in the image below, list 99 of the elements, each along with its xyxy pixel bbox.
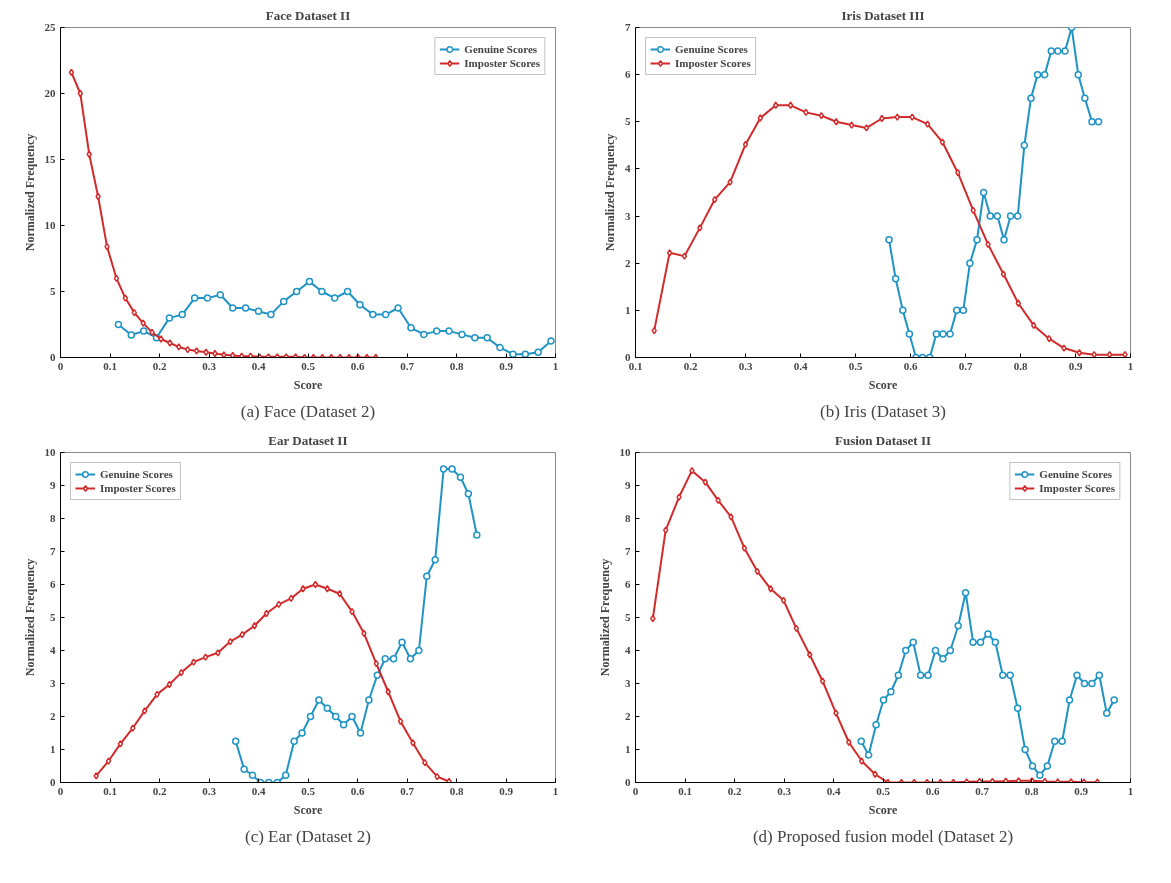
x-axis-title: Score bbox=[868, 377, 898, 392]
x-tick-label: 0.8 bbox=[449, 784, 464, 797]
x-tick-label: 0.6 bbox=[350, 359, 365, 372]
x-tick-label: 0.5 bbox=[301, 359, 316, 372]
x-tick-label: 0.4 bbox=[793, 359, 808, 372]
x-tick-label: 0.1 bbox=[103, 784, 117, 797]
chart-title: Fusion Dataset II bbox=[834, 432, 932, 448]
y-axis-title: Normalized Frequency bbox=[22, 558, 37, 677]
y-tick-label: 8 bbox=[625, 512, 631, 524]
x-tick-label: 0.2 bbox=[683, 359, 698, 372]
y-tick-label: 0 bbox=[50, 351, 56, 363]
chart-title: Face Dataset II bbox=[265, 7, 351, 23]
y-tick-label: 6 bbox=[625, 578, 631, 590]
y-axis-title: Normalized Frequency bbox=[597, 558, 612, 677]
legend-label: Imposter Scores bbox=[464, 56, 540, 70]
x-tick-label: 0.8 bbox=[1024, 784, 1039, 797]
y-tick-label: 1 bbox=[625, 743, 631, 755]
y-tick-label: 10 bbox=[44, 446, 56, 458]
y-tick-label: 25 bbox=[44, 21, 56, 33]
y-tick-label: 10 bbox=[619, 446, 631, 458]
y-tick-label: 2 bbox=[625, 256, 631, 269]
y-tick-label: 9 bbox=[50, 479, 56, 491]
y-axis-title: Normalized Frequency bbox=[603, 133, 617, 252]
y-tick-label: 6 bbox=[625, 68, 631, 81]
x-tick-label: 0.2 bbox=[152, 784, 167, 797]
x-tick-label: 1 bbox=[1127, 784, 1134, 797]
x-tick-label: 0.7 bbox=[975, 784, 990, 797]
y-tick-label: 4 bbox=[625, 644, 631, 656]
x-tick-label: 0.9 bbox=[499, 359, 514, 372]
x-tick-label: 0.8 bbox=[1013, 359, 1028, 372]
legend-label: Genuine Scores bbox=[100, 467, 173, 481]
text: (b) Iris (Dataset 3) bbox=[819, 401, 947, 421]
x-tick-label: 0.2 bbox=[152, 359, 167, 372]
y-tick-label: 5 bbox=[50, 611, 56, 623]
x-tick-label: 0.5 bbox=[301, 784, 316, 797]
legend-label: Genuine Scores bbox=[464, 42, 538, 56]
x-tick-label: 0.7 bbox=[400, 359, 415, 372]
x-tick-label: 0.1 bbox=[678, 784, 692, 797]
y-tick-label: 7 bbox=[625, 21, 631, 33]
y-tick-label: 1 bbox=[625, 303, 631, 316]
x-tick-label: 0.3 bbox=[738, 359, 753, 372]
x-tick-label: 0.9 bbox=[499, 784, 514, 797]
x-tick-label: 1 bbox=[1127, 359, 1134, 372]
legend-label: Imposter Scores bbox=[675, 56, 751, 70]
y-tick-label: 6 bbox=[50, 578, 56, 590]
text: (d) Proposed fusion model (Dataset 2) bbox=[752, 826, 1014, 846]
x-tick-label: 0.5 bbox=[848, 359, 863, 372]
x-tick-label: 0.9 bbox=[1074, 784, 1089, 797]
x-tick-label: 0.7 bbox=[958, 359, 973, 372]
y-tick-label: 0 bbox=[625, 776, 631, 788]
text: (c) Ear (Dataset 2) bbox=[245, 826, 372, 846]
x-tick-label: 0.6 bbox=[350, 784, 365, 797]
y-tick-label: 15 bbox=[44, 153, 56, 165]
y-tick-label: 7 bbox=[50, 545, 56, 557]
y-tick-label: 4 bbox=[50, 644, 56, 656]
x-tick-label: 0.1 bbox=[103, 359, 117, 372]
y-axis-title: Normalized Frequency bbox=[22, 133, 37, 252]
y-tick-label: 5 bbox=[50, 285, 56, 297]
y-tick-label: 5 bbox=[625, 115, 631, 128]
x-tick-label: 0.9 bbox=[1068, 359, 1083, 372]
x-axis-title: Score bbox=[868, 802, 898, 817]
x-tick-label: 0.2 bbox=[727, 784, 742, 797]
x-tick-label: 0.6 bbox=[903, 359, 918, 372]
x-tick-label: 0.3 bbox=[777, 784, 792, 797]
x-tick-label: 0.4 bbox=[251, 359, 266, 372]
x-tick-label: 1 bbox=[552, 359, 559, 372]
y-tick-label: 4 bbox=[625, 162, 631, 175]
chart-title: Iris Dataset III bbox=[841, 7, 925, 23]
y-tick-label: 1 bbox=[50, 743, 56, 755]
y-tick-label: 3 bbox=[625, 677, 631, 689]
y-tick-label: 7 bbox=[625, 545, 631, 557]
x-tick-label: 0.3 bbox=[202, 784, 217, 797]
x-axis-title: Score bbox=[293, 802, 323, 817]
x-tick-label: 0.8 bbox=[449, 359, 464, 372]
chart-title: Ear Dataset II bbox=[268, 432, 348, 448]
legend-label: Imposter Scores bbox=[1039, 481, 1115, 495]
y-tick-label: 3 bbox=[50, 677, 56, 689]
x-tick-label: 1 bbox=[552, 784, 559, 797]
x-axis-title: Score bbox=[293, 377, 323, 392]
y-tick-label: 0 bbox=[625, 351, 631, 363]
x-tick-label: 0.6 bbox=[925, 784, 940, 797]
y-tick-label: 10 bbox=[44, 219, 56, 231]
legend-label: Genuine Scores bbox=[675, 42, 748, 56]
y-tick-label: 20 bbox=[44, 87, 56, 99]
x-tick-label: 0.7 bbox=[400, 784, 415, 797]
y-tick-label: 0 bbox=[50, 776, 56, 788]
text: (a) Face (Dataset 2) bbox=[240, 401, 376, 421]
x-tick-label: 0.4 bbox=[826, 784, 841, 797]
x-tick-label: 0.4 bbox=[251, 784, 266, 797]
x-tick-label: 0.3 bbox=[202, 359, 217, 372]
y-tick-label: 3 bbox=[625, 209, 631, 222]
y-tick-label: 2 bbox=[625, 710, 631, 722]
legend-label: Imposter Scores bbox=[100, 481, 176, 495]
legend-label: Genuine Scores bbox=[1039, 467, 1113, 481]
y-tick-label: 8 bbox=[50, 512, 56, 524]
y-tick-label: 5 bbox=[625, 611, 631, 623]
x-tick-label: 0.5 bbox=[876, 784, 891, 797]
y-tick-label: 9 bbox=[625, 479, 631, 491]
y-tick-label: 2 bbox=[50, 710, 56, 722]
